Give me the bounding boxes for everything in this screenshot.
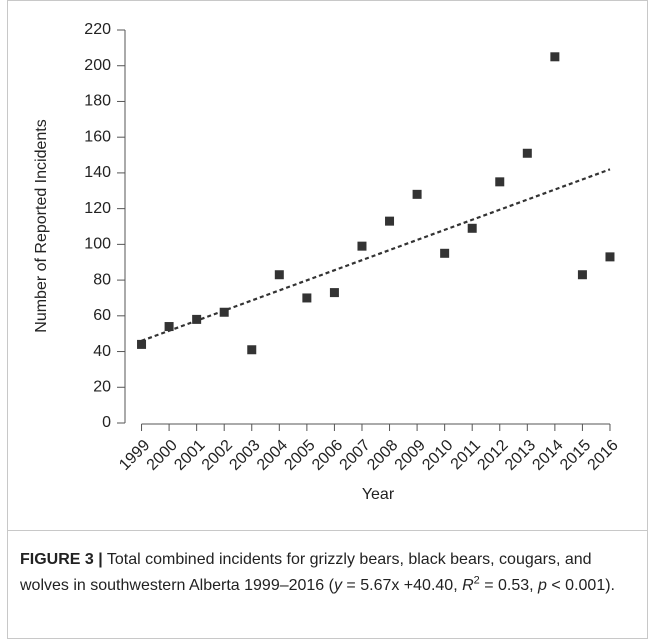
x-axis-label: Year <box>362 486 395 503</box>
point <box>137 339 147 349</box>
trendline <box>141 168 611 342</box>
caption-divider <box>7 530 648 531</box>
point <box>274 270 284 280</box>
point <box>219 307 229 317</box>
x-tick-label: 2005 <box>281 437 318 474</box>
point <box>550 52 560 62</box>
chart: Number of Reported Incidents Year 0 20 40 6… <box>33 21 622 503</box>
y-tick-label: 100 <box>84 236 111 253</box>
y-tick-label: 200 <box>84 57 111 74</box>
x-tick-label: 2001 <box>171 437 208 474</box>
point <box>440 248 450 258</box>
caption-italic: R <box>462 577 474 594</box>
caption-sup: 2 <box>473 574 480 587</box>
y-tick-label: 120 <box>84 200 111 217</box>
point <box>467 223 477 233</box>
caption-normal: = 5.67x +40.40, <box>341 577 463 594</box>
x-tick-label: 2008 <box>364 437 401 474</box>
x-tick-label: 2014 <box>529 437 566 474</box>
x-tick-label: 2011 <box>448 437 484 473</box>
x-tick-label: 1999 <box>116 437 153 474</box>
caption-bold: FIGURE 3 | <box>20 551 103 568</box>
x-tick-label: 2000 <box>144 437 181 474</box>
caption-normal: = 0.53, <box>479 577 539 594</box>
point <box>412 189 422 199</box>
x-tick-label: 2009 <box>392 437 429 474</box>
caption-normal: Total combined incidents for grizzly bea… <box>20 551 592 594</box>
point <box>192 314 202 324</box>
y-tick-label: 60 <box>93 307 111 324</box>
point <box>605 252 615 262</box>
y-tick-label: 220 <box>84 21 111 38</box>
x-tick-label: 2007 <box>337 437 374 474</box>
figure-frame <box>7 0 648 639</box>
x-tick-label: 2010 <box>419 437 456 474</box>
y-tick-label: 180 <box>84 93 111 110</box>
caption: FIGURE 3 | Total combined incidents for … <box>20 547 635 599</box>
x-tick-label: 2015 <box>557 437 594 474</box>
point <box>329 288 339 298</box>
point <box>385 216 395 226</box>
y-tick-label: 40 <box>93 343 111 360</box>
point <box>164 322 174 332</box>
x-tick-label: 2002 <box>199 437 236 474</box>
caption-italic: p <box>538 577 547 594</box>
y-tick-label: 20 <box>93 378 111 395</box>
point <box>302 293 312 303</box>
y-tick-label: 160 <box>84 128 111 145</box>
point <box>495 177 505 187</box>
point <box>247 345 257 355</box>
x-tick-label: 2012 <box>474 437 511 474</box>
y-tick-label: 140 <box>84 164 111 181</box>
x-tick-label: 2013 <box>502 437 539 474</box>
caption-normal: < 0.001). <box>546 577 615 594</box>
y-tick-label: 0 <box>102 414 111 431</box>
point <box>522 148 532 158</box>
y-tick-label: 80 <box>93 271 111 288</box>
y-axis-label: Number of Reported Incidents <box>33 119 50 332</box>
point <box>577 270 587 280</box>
x-tick-label: 2004 <box>254 437 291 474</box>
x-tick-label: 2016 <box>585 437 622 474</box>
point <box>357 241 367 251</box>
x-tick-label: 2006 <box>309 437 346 474</box>
caption-italic: y <box>333 577 342 594</box>
x-tick-label: 2003 <box>226 437 263 474</box>
